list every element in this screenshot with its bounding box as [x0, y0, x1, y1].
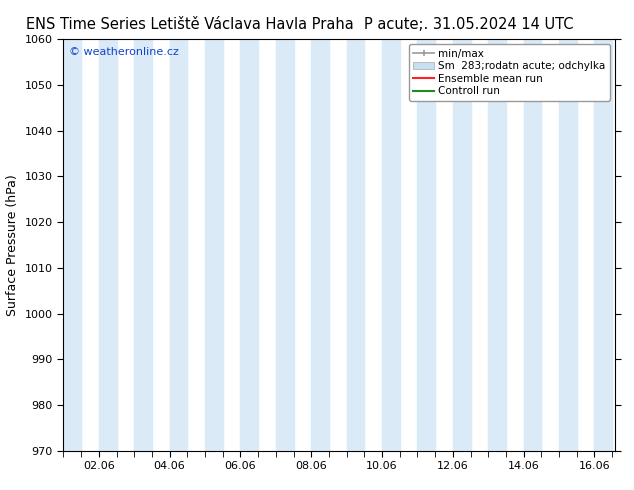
Bar — [205, 39, 223, 451]
Text: ENS Time Series Letiště Václava Havla Praha: ENS Time Series Letiště Václava Havla Pr… — [27, 17, 354, 32]
Text: P acute;. 31.05.2024 14 UTC: P acute;. 31.05.2024 14 UTC — [365, 17, 574, 32]
Bar — [311, 39, 329, 451]
Bar — [63, 39, 81, 451]
Bar — [240, 39, 258, 451]
Bar — [347, 39, 365, 451]
Bar — [595, 39, 612, 451]
Bar — [134, 39, 152, 451]
Bar — [276, 39, 294, 451]
Bar — [453, 39, 470, 451]
Bar — [559, 39, 577, 451]
Bar — [417, 39, 435, 451]
Text: © weatheronline.cz: © weatheronline.cz — [69, 48, 179, 57]
Bar — [488, 39, 506, 451]
Bar — [99, 39, 117, 451]
Bar — [382, 39, 399, 451]
Bar — [524, 39, 541, 451]
Y-axis label: Surface Pressure (hPa): Surface Pressure (hPa) — [6, 174, 19, 316]
Bar — [170, 39, 187, 451]
Legend: min/max, Sm  283;rodatn acute; odchylka, Ensemble mean run, Controll run: min/max, Sm 283;rodatn acute; odchylka, … — [409, 45, 610, 100]
